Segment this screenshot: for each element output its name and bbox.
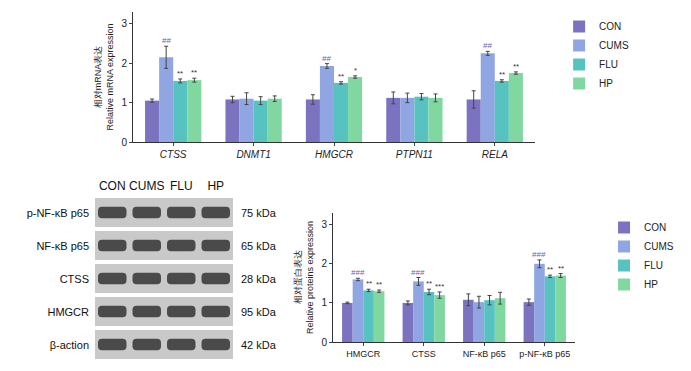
- svg-text:*: *: [354, 66, 357, 75]
- svg-text:**: **: [499, 70, 505, 79]
- svg-text:1: 1: [121, 97, 127, 108]
- svg-text:**: **: [191, 68, 197, 77]
- svg-text:FLU: FLU: [599, 59, 618, 70]
- svg-text:CUMS: CUMS: [644, 241, 674, 252]
- svg-text:NF-κB p65: NF-κB p65: [463, 349, 506, 359]
- svg-text:##: ##: [322, 54, 331, 63]
- svg-text:FLU: FLU: [170, 179, 193, 193]
- svg-text:**: **: [376, 280, 382, 289]
- svg-text:HP: HP: [599, 78, 613, 89]
- svg-text:CTSS: CTSS: [160, 149, 187, 160]
- svg-text:2: 2: [121, 58, 127, 69]
- svg-text:**: **: [366, 279, 372, 288]
- svg-text:3: 3: [121, 18, 127, 29]
- svg-text:HMGCR: HMGCR: [47, 306, 89, 318]
- svg-text:CTSS: CTSS: [412, 349, 436, 359]
- svg-text:CON: CON: [644, 222, 666, 233]
- svg-text:HMGCR: HMGCR: [346, 349, 380, 359]
- svg-text:28 kDa: 28 kDa: [241, 273, 277, 285]
- svg-text:42 kDa: 42 kDa: [241, 339, 277, 351]
- svg-text:###: ###: [532, 250, 546, 259]
- svg-text:65 kDa: 65 kDa: [241, 240, 277, 252]
- svg-text:CUMS: CUMS: [599, 40, 629, 51]
- svg-text:PTPN11: PTPN11: [396, 149, 433, 160]
- svg-text:**: **: [338, 72, 344, 81]
- svg-text:相对mRNA表达Relative mRNA expressi: 相对mRNA表达Relative mRNA expression: [93, 23, 115, 130]
- svg-text:CON: CON: [599, 21, 621, 32]
- svg-text:###: ###: [411, 268, 425, 277]
- svg-text:p-NF-κB p65: p-NF-κB p65: [519, 349, 570, 359]
- svg-text:CTSS: CTSS: [60, 273, 89, 285]
- svg-text:**: **: [426, 279, 432, 288]
- svg-text:DNMT1: DNMT1: [236, 149, 270, 160]
- svg-text:CUMS: CUMS: [129, 179, 164, 193]
- svg-text:HMGCR: HMGCR: [315, 149, 353, 160]
- svg-text:95 kDa: 95 kDa: [241, 306, 277, 318]
- svg-text:0: 0: [321, 337, 327, 348]
- svg-text:β-action: β-action: [50, 339, 89, 351]
- svg-text:NF-κB p65: NF-κB p65: [36, 240, 89, 252]
- svg-text:###: ###: [351, 268, 365, 277]
- svg-text:3: 3: [321, 219, 327, 230]
- svg-text:0: 0: [121, 137, 127, 148]
- svg-text:2: 2: [321, 258, 327, 269]
- svg-text:**: **: [547, 265, 553, 274]
- svg-text:FLU: FLU: [644, 260, 663, 271]
- svg-text:HP: HP: [644, 279, 658, 290]
- svg-text:p-NF-κB p65: p-NF-κB p65: [27, 207, 89, 219]
- svg-text:75 kDa: 75 kDa: [241, 207, 277, 219]
- svg-text:HP: HP: [207, 179, 224, 193]
- svg-text:CON: CON: [99, 179, 126, 193]
- svg-text:##: ##: [483, 41, 492, 50]
- svg-text:##: ##: [162, 36, 171, 45]
- svg-text:***: ***: [435, 282, 444, 291]
- svg-text:**: **: [558, 264, 564, 273]
- svg-text:**: **: [513, 62, 519, 71]
- svg-text:1: 1: [321, 297, 327, 308]
- svg-text:**: **: [177, 69, 183, 78]
- svg-text:相对蛋白表达Relative proteins expres: 相对蛋白表达Relative proteins expression: [293, 221, 315, 334]
- svg-text:RELA: RELA: [482, 149, 508, 160]
